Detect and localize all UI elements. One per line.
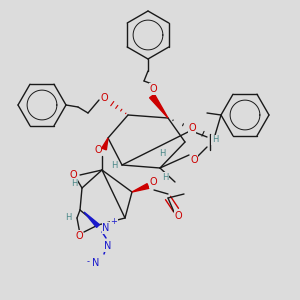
Text: N: N bbox=[102, 223, 110, 233]
Text: H: H bbox=[65, 214, 71, 223]
Text: N: N bbox=[104, 241, 112, 251]
Text: H: H bbox=[212, 136, 218, 145]
Text: O: O bbox=[100, 93, 108, 103]
Polygon shape bbox=[102, 138, 108, 150]
Text: O: O bbox=[190, 155, 198, 165]
Polygon shape bbox=[132, 184, 149, 192]
Text: O: O bbox=[75, 231, 83, 241]
Text: O: O bbox=[188, 123, 196, 133]
Text: N: N bbox=[92, 258, 100, 268]
Text: O: O bbox=[69, 170, 77, 180]
Text: H: H bbox=[162, 172, 168, 182]
Text: O: O bbox=[94, 145, 102, 155]
Text: -: - bbox=[86, 257, 89, 266]
Text: O: O bbox=[174, 211, 182, 221]
Polygon shape bbox=[84, 212, 99, 227]
Text: H: H bbox=[71, 178, 77, 188]
Polygon shape bbox=[150, 94, 168, 118]
Text: H: H bbox=[111, 161, 117, 170]
Text: +: + bbox=[111, 218, 117, 226]
Text: O: O bbox=[149, 177, 157, 187]
Text: O: O bbox=[149, 84, 157, 94]
Text: H: H bbox=[159, 149, 165, 158]
